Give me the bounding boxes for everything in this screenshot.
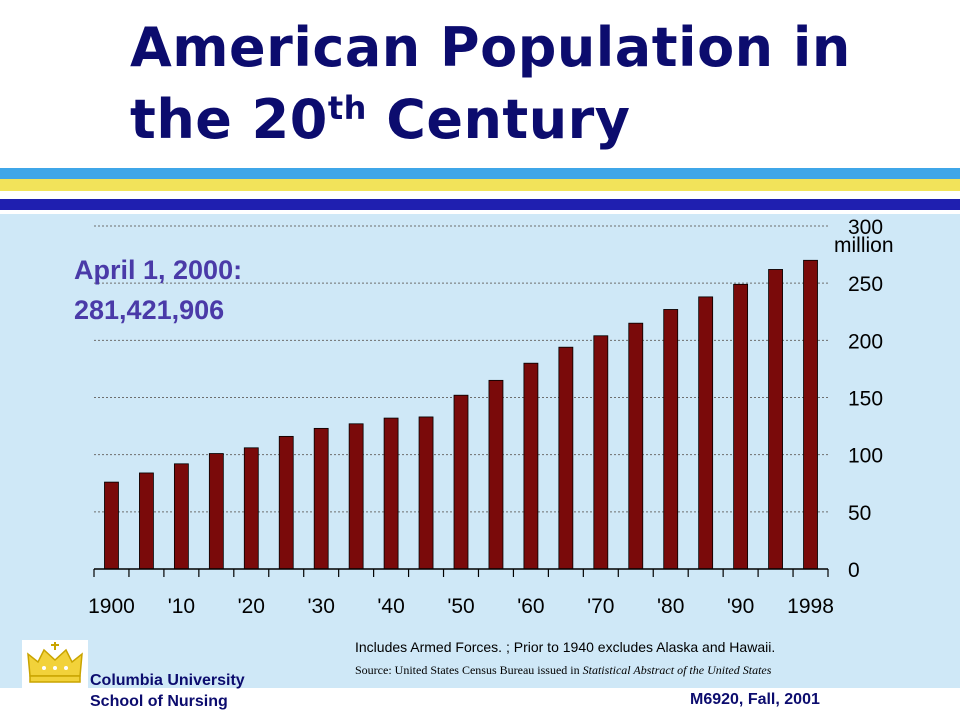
- population-callout: April 1, 2000: 281,421,906: [74, 250, 242, 330]
- x-tick-label: 1900: [88, 595, 135, 618]
- title-line-2-prefix: the 20: [130, 88, 328, 151]
- x-tick-label: '20: [238, 595, 265, 618]
- x-tick-label: 1998: [787, 595, 834, 618]
- slide-title: American Population in the 20th Century: [130, 12, 930, 156]
- y-tick-label: 100: [848, 445, 883, 468]
- bar: [139, 472, 154, 570]
- title-line-2: the 20th Century: [130, 84, 930, 156]
- stripe-white: [0, 191, 960, 199]
- bar: [628, 322, 644, 570]
- bar: [313, 427, 329, 570]
- title-superscript: th: [327, 89, 367, 127]
- bar: [663, 309, 679, 570]
- y-tick-label: 0: [848, 559, 860, 582]
- y-tick-label: 50: [848, 502, 871, 525]
- bar: [768, 269, 783, 570]
- bar: [243, 447, 259, 570]
- chart-panel: [0, 214, 960, 688]
- bar: [733, 283, 749, 570]
- chart-source: Source: United States Census Bureau issu…: [355, 663, 771, 678]
- y-tick-label: 200: [848, 330, 883, 353]
- footer-school: School of Nursing: [90, 693, 228, 710]
- x-tick-label: '90: [727, 595, 754, 618]
- x-tick-label: '50: [447, 595, 474, 618]
- bar: [453, 394, 469, 570]
- y-tick-label: 150: [848, 388, 883, 411]
- y-tick-label: 300: [848, 216, 883, 239]
- x-tick-label: '30: [308, 595, 335, 618]
- x-tick-label: '60: [517, 595, 544, 618]
- footer-university: Columbia University: [90, 672, 245, 689]
- x-tick-labels: 1900 '10 '20 '30 '40 '50 '60 '70 '80 '90 1998: [88, 595, 834, 618]
- source-prefix: Source: United States Census Bureau issu…: [355, 663, 583, 677]
- title-line-2-suffix: Century: [366, 88, 631, 151]
- x-tick-label: '70: [587, 595, 614, 618]
- bar: [418, 416, 434, 570]
- stripe-blue-light: [0, 168, 960, 179]
- x-tick-label: '10: [168, 595, 195, 618]
- bar: [698, 296, 714, 570]
- stripe-blue-dark: [0, 199, 960, 210]
- bar: [104, 481, 119, 570]
- bar: [208, 453, 224, 570]
- y-tick-label: 250: [848, 273, 883, 296]
- bar: [278, 435, 294, 570]
- bar: [488, 379, 504, 570]
- callout-date: April 1, 2000:: [74, 255, 243, 285]
- bar: [383, 417, 399, 570]
- y-unit-label: million: [834, 234, 894, 257]
- bar: [558, 346, 574, 570]
- x-tick-label: '80: [657, 595, 684, 618]
- bar: [593, 335, 609, 570]
- callout-value: 281,421,906: [74, 295, 225, 325]
- chart-note: Includes Armed Forces. ; Prior to 1940 e…: [355, 639, 776, 655]
- footer-course: M6920, Fall, 2001: [690, 691, 820, 708]
- title-line-1: American Population in: [130, 16, 851, 79]
- x-tick-label: '40: [377, 595, 404, 618]
- bar: [173, 463, 189, 570]
- bar: [348, 423, 364, 570]
- bar: [523, 362, 539, 570]
- stripe-yellow: [0, 179, 960, 191]
- crown-icon: [22, 640, 88, 688]
- footer-institution: Columbia University School of Nursing: [90, 670, 245, 712]
- axes: [93, 568, 829, 577]
- bar: [803, 259, 818, 570]
- source-title: Statistical Abstract of the United State…: [582, 663, 772, 677]
